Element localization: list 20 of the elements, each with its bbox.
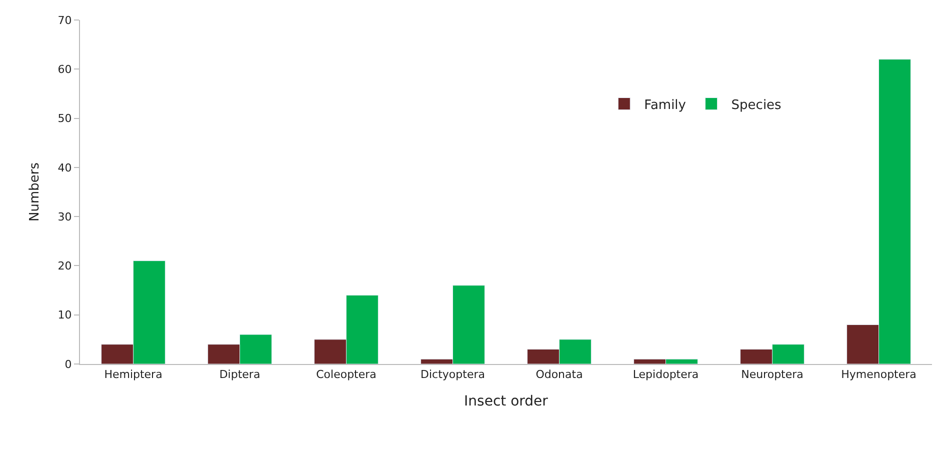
x-axis-title: Insect order — [464, 394, 548, 410]
x-tick-label: Coleoptera — [316, 368, 376, 382]
x-tick-label: Hemiptera — [104, 368, 162, 382]
y-tick-label: 70 — [58, 14, 72, 27]
x-tick-label: Odonata — [536, 368, 583, 382]
legend-label: Family — [644, 98, 686, 113]
legend-label: Species — [731, 98, 782, 113]
y-tick-label: 20 — [58, 260, 72, 273]
y-tick-label: 50 — [58, 112, 72, 126]
y-tick-label: 0 — [64, 358, 72, 371]
x-tick-label: Diptera — [219, 368, 260, 382]
y-tick-label: 60 — [58, 62, 72, 76]
x-tick-label: Neuroptera — [741, 368, 804, 382]
y-tick-label: 40 — [58, 161, 72, 174]
x-tick-label: Lepidoptera — [632, 368, 699, 382]
y-axis-title: Numbers — [28, 162, 43, 222]
y-tick-label: 30 — [58, 210, 72, 224]
x-tick-label: Hymenoptera — [841, 368, 916, 382]
x-tick-label: Dictyoptera — [420, 368, 485, 382]
y-tick-label: 10 — [58, 308, 72, 322]
